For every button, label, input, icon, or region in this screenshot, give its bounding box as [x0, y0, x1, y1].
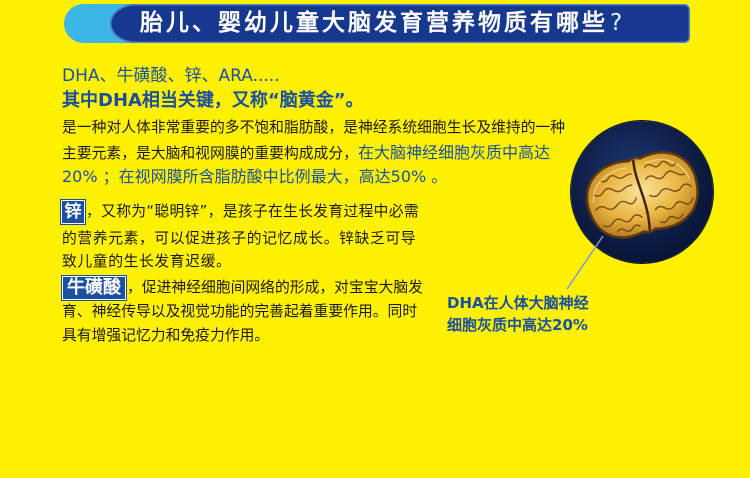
taurine-line-3: 具有增强记忆力和免疫力作用。 — [62, 327, 270, 344]
dha-line-2-highlight: 在大脑神经细胞灰质中高达 — [357, 143, 550, 162]
callout-pointer-line — [566, 235, 604, 290]
dha-key-statement: 其中DHA相当关键，又称“脑黄金”。 — [62, 90, 364, 111]
dha-paragraph-line-3: 20% ；在视网膜所含脂肪酸中比例最大，高达50% 。 — [62, 167, 448, 186]
callout-line-2: 细胞灰质中高达20% — [447, 316, 588, 334]
header-banner: 胎儿、婴幼儿童大脑发育营养物质有哪些? — [64, 4, 690, 43]
zinc-line-2: 的营养元素，可以促进孩子的记忆成长。锌缺乏可导 — [62, 230, 417, 247]
page-title: 胎儿、婴幼儿童大脑发育营养物质有哪些? — [140, 10, 622, 37]
zinc-line-3: 致儿童的生长发育迟缓。 — [62, 253, 232, 270]
nutrient-list: DHA、牛磺酸、锌、ARA..... — [62, 66, 280, 86]
page-title-question-mark: ? — [610, 10, 623, 36]
dha-line-2-plain: 主要元素，是大脑和视网膜的重要构成成分， — [62, 145, 358, 162]
zinc-line-1: ，又称为“聪明锌”，是孩子在生长发育过程中必需 — [86, 203, 419, 220]
taurine-badge: 牛磺酸 — [61, 275, 127, 301]
dha-paragraph-line-2: 主要元素，是大脑和视网膜的重要构成成分，在大脑神经细胞灰质中高达 — [62, 143, 550, 164]
callout-line-1: DHA在人体大脑神经 — [447, 294, 589, 312]
brain-illustration-circle — [571, 121, 713, 263]
taurine-line-2: 育、神经传导以及视觉功能的完善起着重要作用。同时 — [62, 303, 418, 320]
dha-paragraph-line-1: 是一种对人体非常重要的多不饱和脂肪酸，是神经系统细胞生长及维持的一种 — [62, 119, 566, 136]
header-banner-dark-section — [110, 4, 690, 43]
brain-cross-section-icon — [585, 151, 699, 239]
taurine-line-1: ，促进神经细胞间网络的形成，对宝宝大脑发 — [127, 279, 423, 296]
page-title-text: 胎儿、婴幼儿童大脑发育营养物质有哪些 — [140, 10, 608, 36]
zinc-badge: 锌 — [60, 199, 86, 225]
